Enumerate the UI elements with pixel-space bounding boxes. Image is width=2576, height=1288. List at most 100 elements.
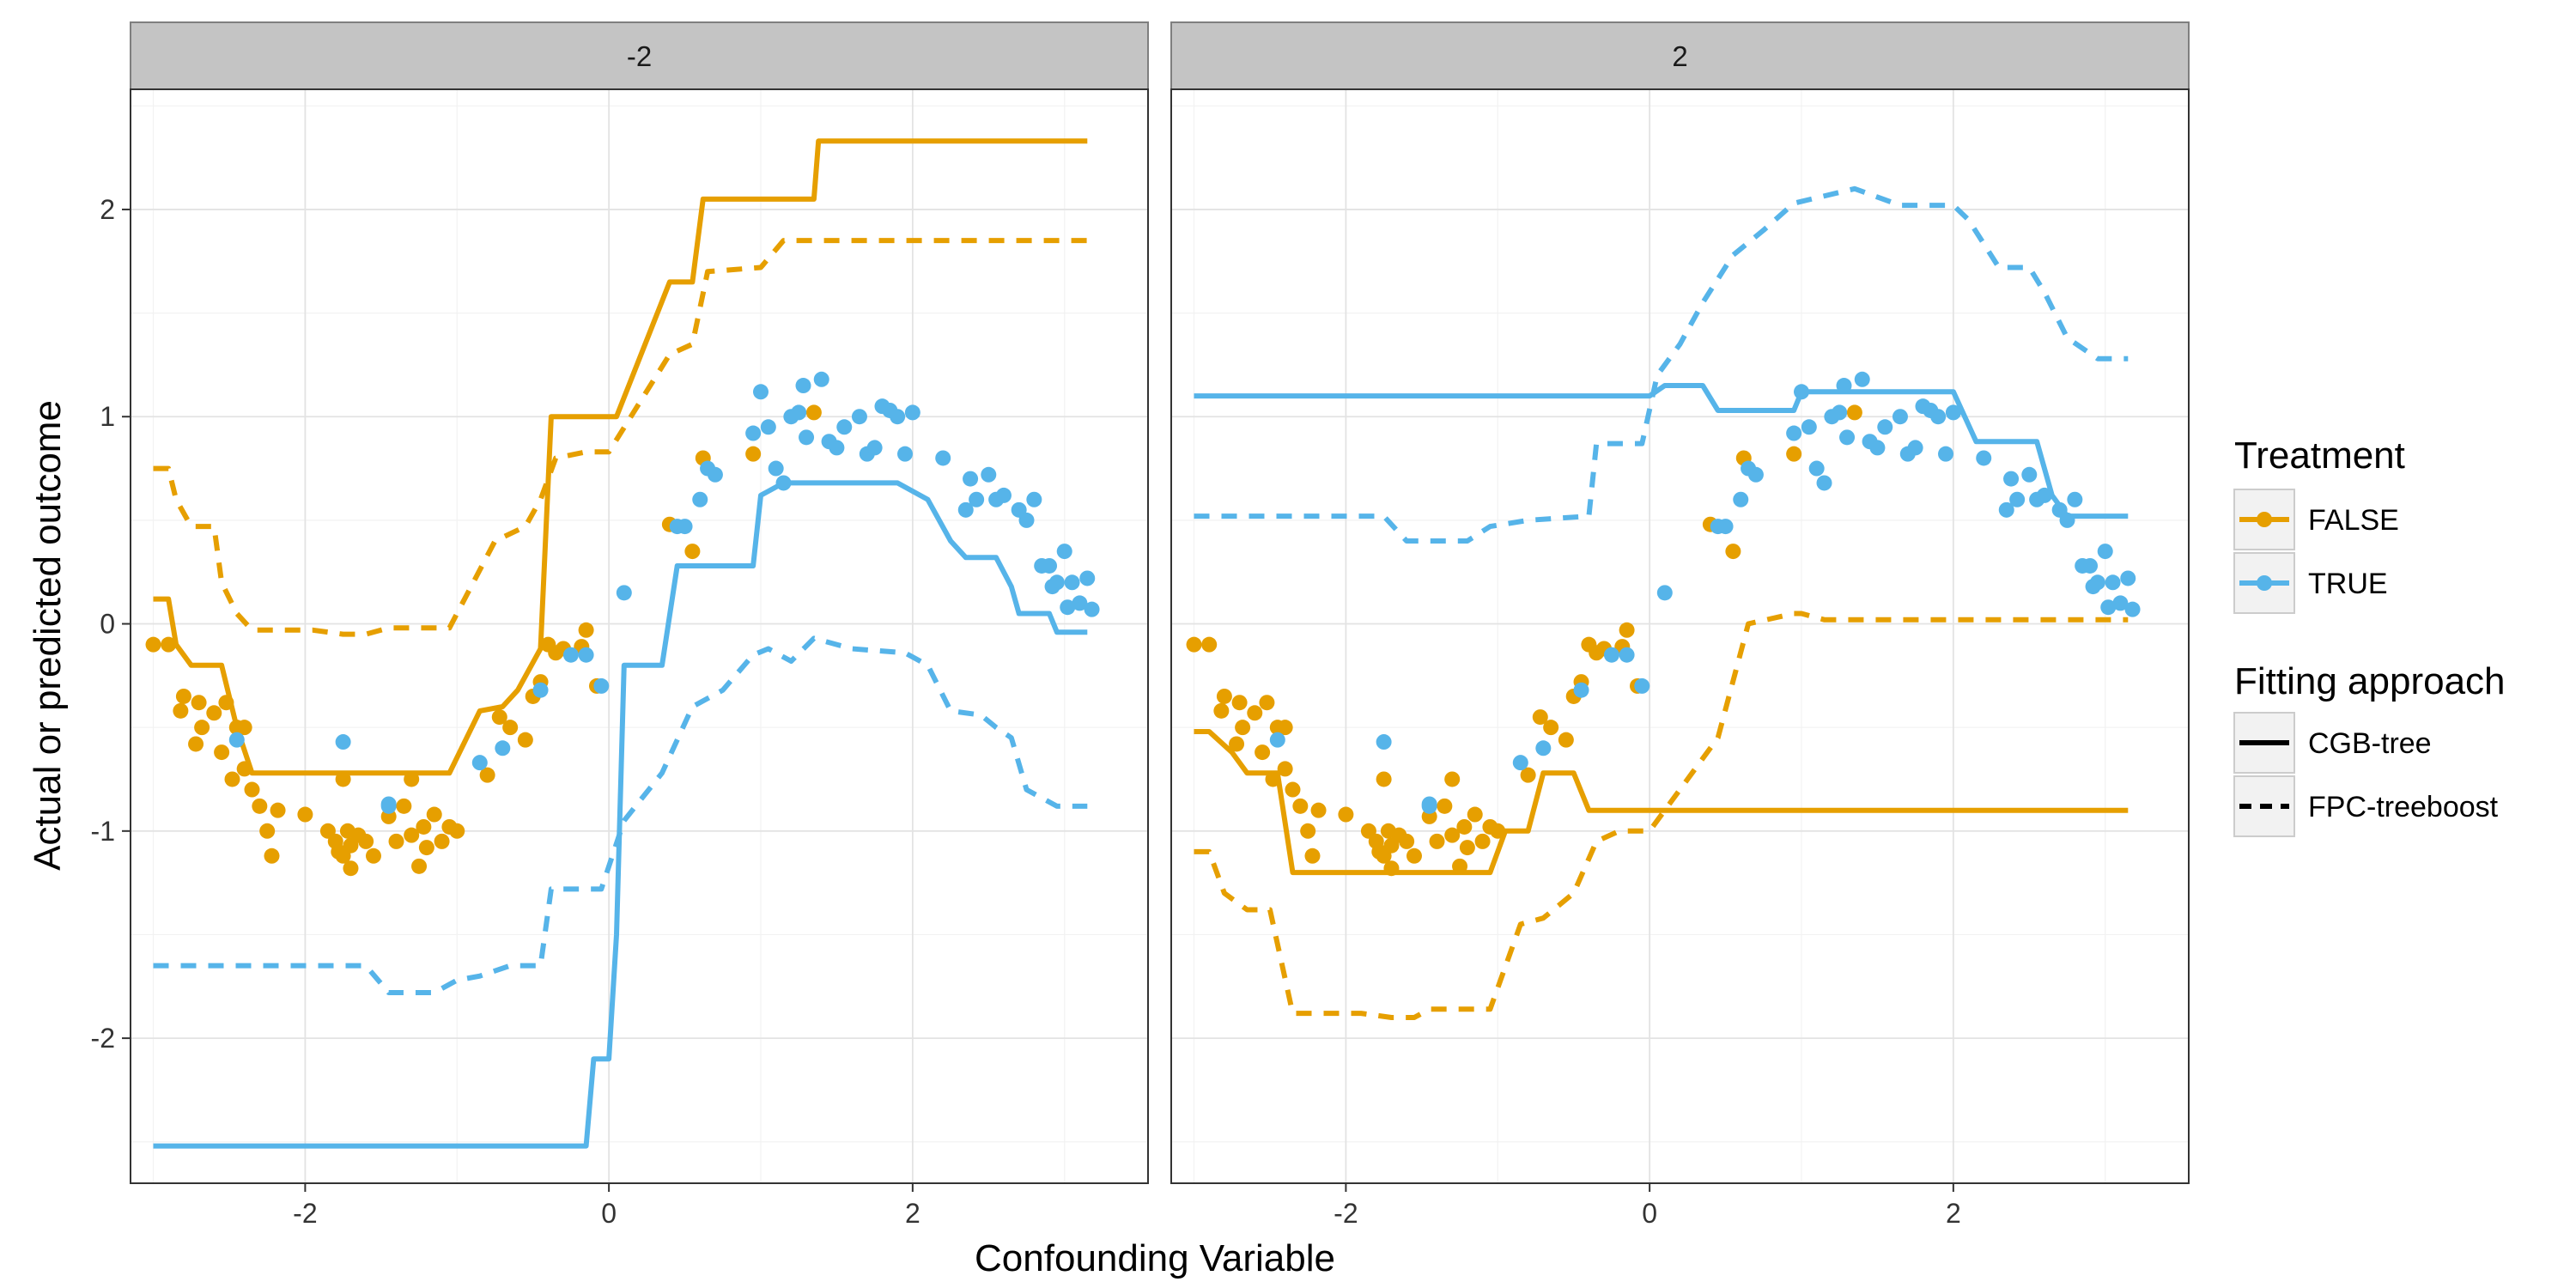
false-point	[1216, 688, 1232, 704]
true-point	[866, 440, 883, 456]
false-point	[1300, 823, 1316, 839]
true-point	[1710, 519, 1726, 535]
true-point	[1269, 732, 1285, 748]
false-point	[259, 823, 276, 839]
true-point	[2067, 491, 2083, 507]
true-point	[707, 466, 723, 483]
true-point	[2036, 487, 2052, 503]
false-point	[805, 404, 822, 421]
true-point	[897, 446, 914, 462]
true-point	[2021, 466, 2038, 483]
false-cgb-tree-line	[153, 138, 1088, 776]
false-point	[1285, 781, 1301, 798]
true-point	[1892, 409, 1908, 425]
false-point	[1456, 818, 1473, 835]
true-point	[1976, 450, 1992, 466]
false-point	[224, 771, 240, 787]
false-point	[236, 720, 252, 736]
panel-background	[131, 89, 1148, 1183]
false-point	[426, 806, 442, 823]
true-point	[380, 798, 397, 814]
true-point	[2085, 579, 2101, 595]
false-point	[1474, 833, 1491, 849]
true-point	[1603, 647, 1619, 663]
true-point	[775, 475, 792, 491]
false-point	[214, 744, 230, 761]
false-point	[206, 705, 222, 721]
true-point	[760, 419, 776, 435]
panel-background	[1171, 89, 2189, 1183]
false-point	[1186, 636, 1202, 653]
x-tick-label: 0	[1642, 1198, 1657, 1229]
false-point	[252, 798, 268, 814]
true-point	[813, 371, 829, 387]
facet-strip-label: 2	[1672, 40, 1687, 72]
x-tick-label: 0	[601, 1198, 617, 1229]
false-point	[1490, 823, 1506, 839]
false-point	[1406, 848, 1422, 864]
panel-border	[130, 88, 1149, 1184]
true-point	[799, 429, 815, 446]
true-point	[1079, 570, 1096, 586]
true-point	[890, 409, 906, 425]
false-point	[270, 802, 286, 818]
false-point	[1725, 544, 1741, 560]
false-point	[1532, 709, 1548, 726]
x-tick-label: -2	[293, 1198, 317, 1229]
false-point	[1786, 446, 1802, 462]
false-point	[358, 833, 374, 849]
true-point	[2112, 595, 2129, 611]
false-point	[161, 636, 177, 653]
true-point	[1938, 446, 1954, 462]
true-point	[1786, 425, 1802, 441]
true-point	[562, 647, 579, 663]
true-point	[1018, 512, 1035, 528]
false-point	[188, 736, 204, 752]
false-point	[1383, 837, 1400, 854]
false-point	[1383, 860, 1400, 877]
true-point	[2120, 570, 2136, 586]
false-fpc-treeboost-line	[153, 238, 1088, 637]
false-point	[491, 709, 507, 726]
false-point	[1543, 720, 1559, 736]
false-point	[745, 446, 762, 462]
false-point	[264, 848, 280, 864]
false-point	[343, 837, 359, 854]
false-point	[365, 848, 381, 864]
false-point	[1247, 705, 1263, 721]
true-point	[1535, 740, 1552, 756]
true-point	[1060, 599, 1076, 616]
true-point	[2059, 512, 2075, 528]
false-point	[297, 806, 313, 823]
true-point	[752, 384, 769, 400]
false-point	[1452, 858, 1468, 874]
y-tick-label: -2	[91, 1023, 115, 1054]
y-tick-label: 2	[100, 194, 115, 225]
true-point	[795, 378, 811, 394]
legend-label-cgb-tree: CGB-tree	[2308, 727, 2432, 760]
true-point	[791, 404, 807, 421]
y-axis: -2 -1 0 1 2	[91, 194, 131, 1054]
false-point	[502, 720, 519, 736]
true-point	[471, 755, 488, 771]
false-point	[218, 695, 234, 711]
facet-strip-label: -2	[627, 40, 652, 72]
false-point	[1376, 771, 1392, 787]
true-point	[904, 404, 920, 421]
false-point	[1520, 767, 1536, 783]
x-tick-label: -2	[1334, 1198, 1358, 1229]
false-point	[173, 702, 189, 719]
false-cgb-tree-line	[1194, 729, 2129, 876]
false-fpc-treeboost-line	[1194, 611, 2129, 1020]
true-point	[616, 585, 632, 601]
false-point	[1277, 720, 1293, 736]
legend-label-true: TRUE	[2308, 568, 2388, 600]
false-point	[1310, 802, 1327, 818]
false-point	[416, 818, 432, 835]
legend-label-false: FALSE	[2308, 504, 2399, 537]
true-point	[768, 460, 784, 477]
true-fpc-treeboost-line	[1194, 185, 2129, 544]
true-point	[1421, 798, 1437, 814]
facet-strip	[1170, 21, 2190, 90]
false-point	[418, 840, 434, 856]
